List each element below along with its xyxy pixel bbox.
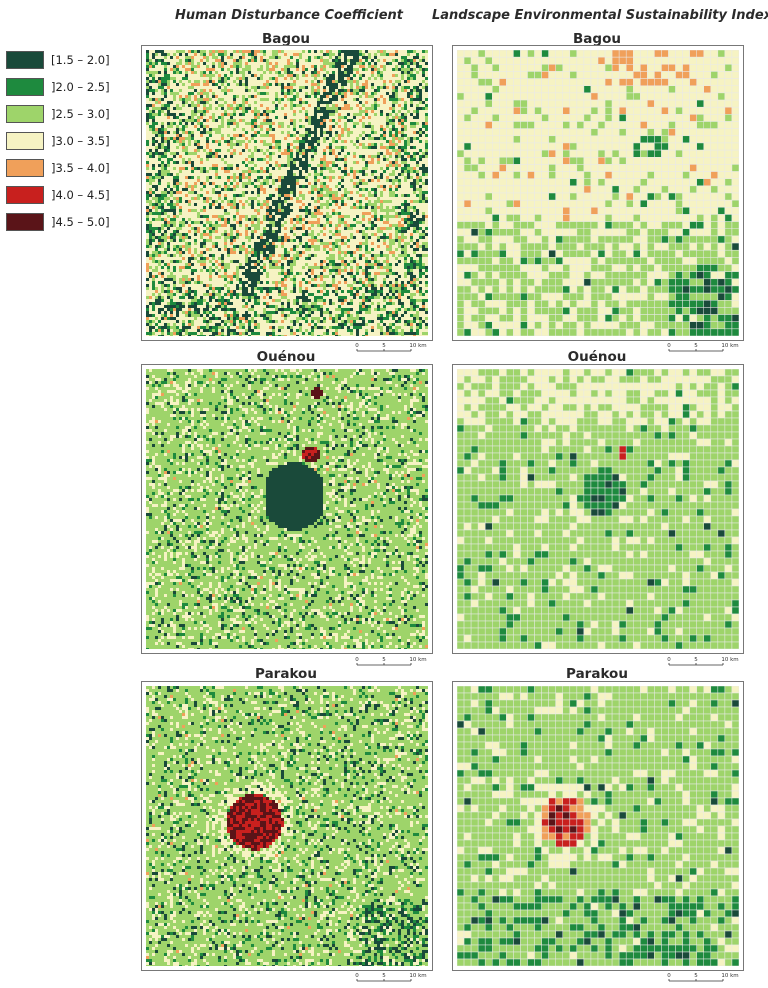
scale-bar: 0 5 10 km — [667, 343, 739, 352]
lesi-map-parakou — [452, 681, 744, 971]
legend-swatch — [6, 77, 44, 96]
scale-bar: 0 5 10 km — [667, 657, 739, 666]
scale-tick-10: 10 km — [409, 657, 426, 663]
legend-item: ]4.0 – 4.5] — [6, 183, 110, 206]
legend-swatch — [6, 131, 44, 150]
legend-swatch — [6, 185, 44, 204]
scale-tick-5: 5 — [694, 343, 698, 349]
legend-label: ]3.0 – 3.5] — [51, 134, 110, 148]
legend-item: ]3.0 – 3.5] — [6, 129, 110, 152]
hdc-column-title: Human Disturbance Coefficient — [175, 8, 403, 23]
legend-swatch — [6, 212, 44, 231]
scale-tick-10: 10 km — [409, 973, 426, 979]
scale-bar: 0 5 10 km — [355, 343, 427, 352]
scale-tick-10: 10 km — [721, 973, 738, 979]
legend-item: [1.5 – 2.0] — [6, 48, 110, 71]
scale-tick-5: 5 — [382, 973, 386, 979]
scale-tick-5: 5 — [694, 657, 698, 663]
scale-bar: 0 5 10 km — [355, 973, 427, 982]
map-title-parakou-right: Parakou — [452, 666, 742, 682]
hdc-map-ouenou — [141, 364, 433, 654]
legend-label: ]4.0 – 4.5] — [51, 188, 110, 202]
legend-swatch — [6, 104, 44, 123]
scale-tick-0: 0 — [355, 657, 359, 663]
legend-item: ]2.5 – 3.0] — [6, 102, 110, 125]
lesi-map-ouenou — [452, 364, 744, 654]
scale-tick-5: 5 — [382, 657, 386, 663]
legend-label: [1.5 – 2.0] — [51, 53, 110, 67]
map-title-parakou-left: Parakou — [141, 666, 431, 682]
hdc-map-bagou — [141, 45, 433, 341]
map-title-ouenou-right: Ouénou — [452, 349, 742, 365]
legend-item: ]2.0 – 2.5] — [6, 75, 110, 98]
scale-tick-10: 10 km — [409, 343, 426, 349]
scale-tick-0: 0 — [667, 343, 671, 349]
scale-bar: 0 5 10 km — [355, 657, 427, 666]
legend-label: ]2.5 – 3.0] — [51, 107, 110, 121]
scale-tick-0: 0 — [355, 973, 359, 979]
legend-label: ]2.0 – 2.5] — [51, 80, 110, 94]
scale-tick-0: 0 — [667, 657, 671, 663]
legend-label: ]4.5 – 5.0] — [51, 215, 110, 229]
legend-label: ]3.5 – 4.0] — [51, 161, 110, 175]
scale-tick-0: 0 — [667, 973, 671, 979]
legend: [1.5 – 2.0] ]2.0 – 2.5] ]2.5 – 3.0] ]3.0… — [6, 48, 110, 237]
lesi-map-bagou — [452, 45, 744, 341]
map-title-bagou-right: Bagou — [452, 31, 742, 47]
scale-tick-10: 10 km — [721, 657, 738, 663]
map-title-ouenou-left: Ouénou — [141, 349, 431, 365]
scale-tick-10: 10 km — [721, 343, 738, 349]
map-title-bagou-left: Bagou — [141, 31, 431, 47]
legend-item: ]4.5 – 5.0] — [6, 210, 110, 233]
scale-tick-5: 5 — [382, 343, 386, 349]
scale-tick-0: 0 — [355, 343, 359, 349]
legend-swatch — [6, 50, 44, 69]
hdc-map-parakou — [141, 681, 433, 971]
legend-swatch — [6, 158, 44, 177]
lesi-column-title: Landscape Environmental Sustainability I… — [432, 8, 768, 23]
scale-tick-5: 5 — [694, 973, 698, 979]
legend-item: ]3.5 – 4.0] — [6, 156, 110, 179]
scale-bar: 0 5 10 km — [667, 973, 739, 982]
